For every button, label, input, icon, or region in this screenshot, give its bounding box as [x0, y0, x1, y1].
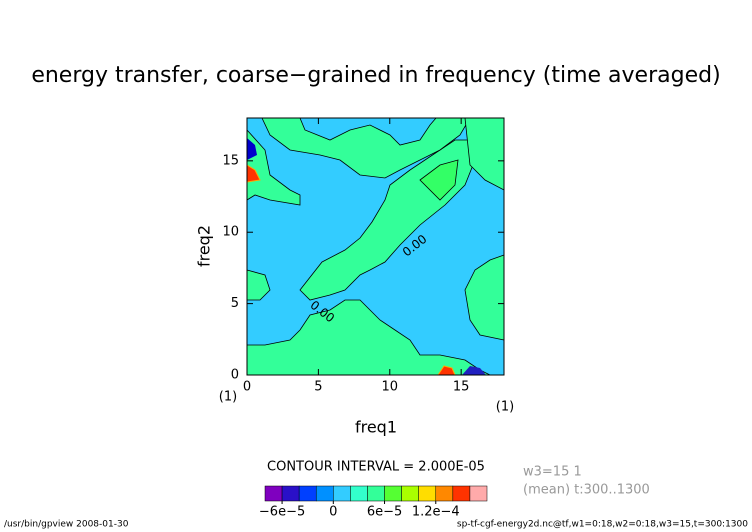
footer-right: sp-tf-cgf-energy2d.nc@tf,w1=0:18,w2=0:18… — [457, 520, 748, 530]
colorbar-box — [401, 485, 419, 502]
colorbar-box — [418, 485, 437, 502]
colorbar-box — [435, 485, 454, 502]
colorbar-box — [315, 485, 334, 502]
colorbar-box — [281, 485, 300, 502]
contour-region — [464, 254, 505, 341]
colorbar-tick-label: −6e−5 — [259, 505, 305, 520]
contour-interval: CONTOUR INTERVAL = 2.000E-05 — [267, 460, 485, 475]
colorbar-box — [452, 485, 471, 502]
chart-title: energy transfer, coarse−grained in frequ… — [31, 63, 720, 88]
contour-region — [462, 366, 486, 375]
contour-field — [246, 117, 505, 376]
y-axis-label: freq2 — [195, 225, 214, 267]
colorbar-box — [469, 485, 488, 502]
y-tick-label: 10 — [222, 225, 239, 240]
contour-region — [419, 159, 459, 201]
x-tick-label: 15 — [453, 380, 470, 395]
x-unit: (1) — [219, 390, 237, 405]
info-text: (mean) t:300..1300 — [523, 483, 650, 498]
colorbar-tick-label: 6e−5 — [367, 505, 402, 520]
colorbar-box — [333, 485, 351, 502]
colorbar-tick-label: 1.2e−4 — [412, 505, 460, 520]
colorbar-box — [350, 485, 368, 502]
x-tick-label: 10 — [382, 380, 399, 395]
colorbar-box — [384, 485, 402, 502]
footer-left: /usr/bin/gpview 2008-01-30 — [4, 520, 129, 530]
y-unit: (1) — [496, 400, 514, 415]
x-axis-label: freq1 — [355, 418, 397, 437]
colorbar-box — [264, 485, 283, 502]
x-tick-label: 0 — [243, 380, 251, 395]
y-tick-label: 5 — [231, 296, 239, 311]
colorbar-box — [298, 485, 317, 502]
colorbar-box — [367, 485, 385, 502]
info-text: w3=15 1 — [523, 465, 582, 480]
colorbar-tick-label: 0 — [329, 505, 337, 520]
plot-frame — [246, 117, 505, 376]
contour-region — [247, 138, 257, 160]
y-tick-label: 0 — [231, 368, 239, 383]
contour-region — [246, 128, 301, 206]
y-tick-label: 15 — [222, 153, 239, 168]
x-tick-label: 5 — [314, 380, 322, 395]
